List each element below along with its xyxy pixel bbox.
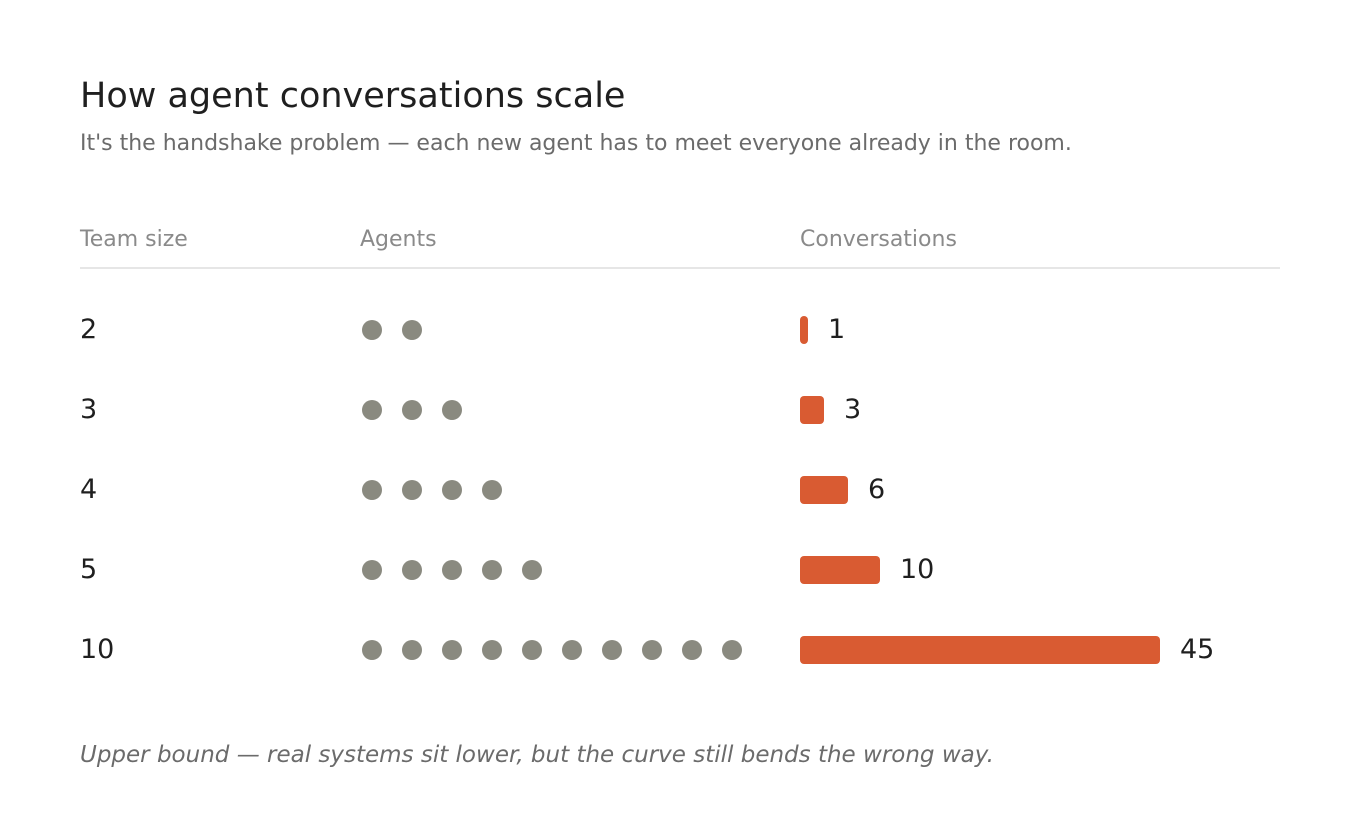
team-size-label: 4: [80, 474, 98, 505]
agent-dot-icon: [522, 560, 542, 580]
agent-dot-icon: [362, 560, 382, 580]
agent-dot-icon: [682, 640, 702, 660]
column-header-conversations: Conversations: [800, 227, 957, 252]
agent-dot-icon: [482, 480, 502, 500]
agent-dot-icon: [362, 480, 382, 500]
header-divider: [80, 267, 1280, 269]
agent-dot-icon: [362, 400, 382, 420]
conversation-bar: [800, 396, 824, 424]
agent-dot-icon: [402, 560, 422, 580]
chart-row: 10 45: [0, 630, 1360, 670]
conversation-value-label: 3: [844, 394, 862, 425]
agent-dot-icon: [562, 640, 582, 660]
conversation-value-label: 45: [1180, 634, 1215, 665]
column-header-agents: Agents: [360, 227, 437, 252]
agent-dot-icon: [482, 640, 502, 660]
conversation-value-label: 6: [868, 474, 886, 505]
conversation-bar: [800, 556, 880, 584]
agent-dot-icon: [442, 640, 462, 660]
agent-dot-icon: [402, 640, 422, 660]
chart-subtitle: It's the handshake problem — each new ag…: [80, 131, 1072, 156]
agent-dot-icon: [482, 560, 502, 580]
agent-dot-icon: [402, 480, 422, 500]
team-size-label: 2: [80, 314, 98, 345]
agent-dot-icon: [522, 640, 542, 660]
conversation-bar: [800, 636, 1160, 664]
conversation-bar: [800, 316, 808, 344]
conversation-value-label: 10: [900, 554, 935, 585]
agent-dot-icon: [442, 480, 462, 500]
conversation-bar: [800, 476, 848, 504]
conversation-value-label: 1: [828, 314, 846, 345]
footnote: Upper bound — real systems sit lower, bu…: [80, 742, 994, 768]
chart-row: 5 10: [0, 550, 1360, 590]
agent-dot-icon: [722, 640, 742, 660]
chart-title: How agent conversations scale: [80, 76, 626, 116]
agent-dot-icon: [402, 400, 422, 420]
team-size-label: 5: [80, 554, 98, 585]
agent-dot-icon: [442, 400, 462, 420]
agent-dot-icon: [602, 640, 622, 660]
agent-dot-icon: [442, 560, 462, 580]
agent-dot-icon: [642, 640, 662, 660]
agent-dot-icon: [362, 640, 382, 660]
column-header-team-size: Team size: [80, 227, 188, 252]
agent-dot-icon: [362, 320, 382, 340]
agent-dot-icon: [402, 320, 422, 340]
team-size-label: 10: [80, 634, 115, 665]
team-size-label: 3: [80, 394, 98, 425]
